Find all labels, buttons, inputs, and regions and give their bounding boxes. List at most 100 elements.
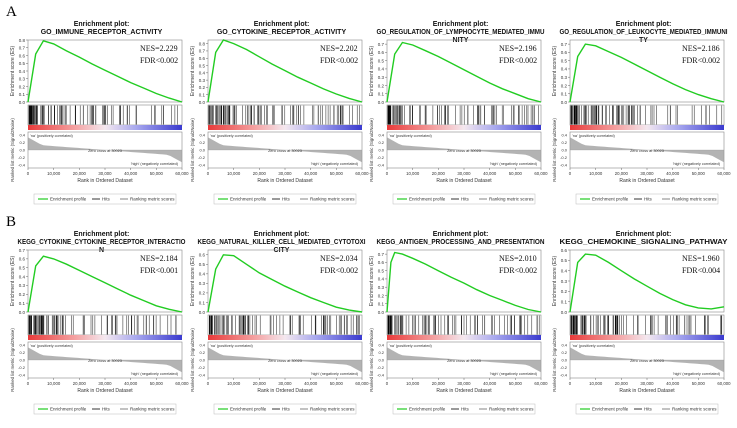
- x-tick-label: 20,000: [615, 381, 629, 386]
- enrichment-chart-svg: Enrichment plot:GO_IMMUNE_RECEPTOR_ACTIV…: [10, 21, 189, 205]
- zero-cross-label: Zero cross at 30023: [630, 359, 664, 363]
- nes-label: NES=2.202: [320, 44, 358, 53]
- nes-label: NES=2.034: [320, 254, 358, 263]
- metric-tick-label: 0.2: [19, 140, 25, 145]
- metric-tick-label: -0.2: [377, 365, 385, 370]
- y-tick-label: 0.5: [561, 58, 568, 63]
- legend-box: [575, 403, 719, 415]
- metric-tick-label: -0.4: [560, 373, 568, 378]
- y-axis-label: Enrichment score (ES): [552, 46, 558, 97]
- enrichment-curve: [27, 255, 183, 313]
- metric-axis-label: Ranked list metric (Signal2Noise): [369, 328, 374, 392]
- chart-title-prefix: Enrichment plot:: [254, 231, 310, 238]
- ranking-metric-area: [570, 347, 724, 373]
- metric-tick-label: -0.2: [18, 155, 26, 160]
- chart-title: KEGG_CYTOKINE_CYTOKINE_RECEPTOR_INTERACT…: [18, 239, 186, 246]
- negative-correlation-label: 'high' (negatively correlated): [131, 162, 179, 166]
- x-tick-label: 20,000: [73, 381, 87, 386]
- metric-tick-label: 0.2: [199, 350, 205, 355]
- y-tick-label: 0.4: [378, 67, 385, 72]
- y-tick-label: 0.1: [199, 93, 206, 98]
- x-tick-label: 40,000: [304, 171, 318, 176]
- metric-axis-label: Ranked list metric (Signal2Noise): [10, 118, 15, 182]
- metric-tick-label: 0.2: [19, 350, 25, 355]
- fdr-label: FDR<0.002: [320, 56, 358, 65]
- metric-tick-label: 0.0: [199, 148, 205, 153]
- enrichment-curve: [386, 251, 542, 313]
- fdr-label: FDR<0.002: [499, 266, 537, 275]
- positive-correlation-label: 'na' (positively correlated): [572, 344, 616, 348]
- y-tick-label: 0.0: [378, 310, 385, 315]
- enrichment-curve: [569, 253, 725, 313]
- metric-axis-label: Ranked list metric (Signal2Noise): [552, 118, 557, 182]
- chart-title-prefix: Enrichment plot:: [616, 21, 672, 28]
- ranked-list-color-bar: [570, 335, 724, 340]
- chart-title-prefix: Enrichment plot:: [433, 231, 489, 238]
- enrichment-plot-go-cytokine-receptor: Enrichment plot: GO_CYTOKINE_RECEPTOR_ACT…: [186, 18, 369, 218]
- metric-tick-label: 0.0: [19, 358, 25, 363]
- y-tick-label: 0.2: [199, 85, 206, 90]
- metric-tick-label: -0.4: [198, 163, 206, 168]
- negative-correlation-label: 'high' (negatively correlated): [311, 372, 359, 376]
- ranked-list-color-bar: [208, 335, 362, 340]
- legend-hits: Hits: [644, 407, 652, 412]
- enrichment-plot-go-immune-receptor: Enrichment plot: GO_IMMUNE_RECEPTOR_ACTIV…: [6, 18, 189, 218]
- x-tick-label: 20,000: [432, 171, 446, 176]
- metric-tick-label: 0.2: [561, 350, 567, 355]
- legend-enrichment-profile: Enrichment profile: [50, 407, 87, 412]
- y-tick-label: 0.8: [19, 38, 26, 43]
- x-tick-label: 40,000: [304, 381, 318, 386]
- legend-hits: Hits: [102, 407, 110, 412]
- metric-tick-label: 0.0: [199, 358, 205, 363]
- chart-title-prefix: Enrichment plot:: [433, 21, 489, 28]
- metric-tick-label: 0.4: [19, 133, 25, 138]
- enrichment-curve: [207, 254, 363, 313]
- y-tick-label: 0.3: [378, 285, 385, 290]
- legend-box: [33, 403, 177, 415]
- legend-box: [33, 193, 177, 205]
- y-tick-label: 0.6: [561, 248, 568, 253]
- x-axis-label: Rank in Ordered Dataset: [619, 388, 675, 394]
- legend-enrichment-profile: Enrichment profile: [50, 197, 87, 202]
- y-tick-label: 0.3: [561, 279, 568, 284]
- y-tick-label: 0.0: [561, 100, 568, 105]
- y-tick-label: 0.8: [199, 41, 206, 46]
- x-tick-label: 60,000: [534, 381, 548, 386]
- x-tick-label: 0: [27, 171, 30, 176]
- es-plot-frame: [386, 39, 542, 103]
- es-plot-frame: [207, 249, 363, 313]
- ranking-metric-area: [208, 347, 362, 373]
- x-tick-label: 60,000: [355, 381, 369, 386]
- fdr-label: FDR<0.001: [140, 266, 178, 275]
- enrichment-plot-kegg-chemokine-signaling: Enrichment plot: KEGG_CHEMOKINE_SIGNALING…: [548, 228, 731, 428]
- x-tick-label: 0: [207, 381, 210, 386]
- fdr-label: FDR<0.002: [320, 266, 358, 275]
- enrichment-chart-svg: Enrichment plot:GO_CYTOKINE_RECEPTOR_ACT…: [190, 21, 369, 205]
- enrichment-chart-svg: Enrichment plot:KEGG_ANTIGEN_PROCESSING_…: [369, 231, 548, 415]
- legend-hits: Hits: [282, 407, 290, 412]
- fdr-label: FDR<0.002: [682, 56, 720, 65]
- es-plot-frame: [569, 39, 725, 103]
- metric-tick-label: 0.0: [378, 358, 384, 363]
- x-tick-label: 40,000: [666, 171, 680, 176]
- metric-axis-label: Ranked list metric (Signal2Noise): [369, 118, 374, 182]
- metric-tick-label: 0.0: [378, 148, 384, 153]
- metric-tick-label: -0.4: [198, 373, 206, 378]
- x-tick-label: 40,000: [124, 381, 138, 386]
- enrichment-plot-kegg-nk-cytotoxicity: Enrichment plot: KEGG_NATURAL_KILLER_CELL…: [186, 228, 369, 428]
- x-tick-label: 40,000: [483, 171, 497, 176]
- legend-enrichment-profile: Enrichment profile: [230, 197, 267, 202]
- x-tick-label: 10,000: [589, 381, 603, 386]
- x-tick-label: 20,000: [73, 171, 87, 176]
- x-tick-label: 0: [386, 381, 389, 386]
- legend-hits: Hits: [102, 197, 110, 202]
- metric-tick-label: -0.2: [198, 155, 206, 160]
- x-axis-label: Rank in Ordered Dataset: [77, 388, 133, 394]
- chart-title: NITY: [453, 37, 469, 44]
- y-tick-label: 0.2: [199, 291, 206, 296]
- x-tick-label: 50,000: [330, 171, 344, 176]
- x-tick-label: 60,000: [717, 171, 731, 176]
- chart-title-prefix: Enrichment plot:: [74, 21, 130, 28]
- panel-label-a: A: [6, 4, 17, 20]
- ranking-metric-area: [28, 347, 182, 373]
